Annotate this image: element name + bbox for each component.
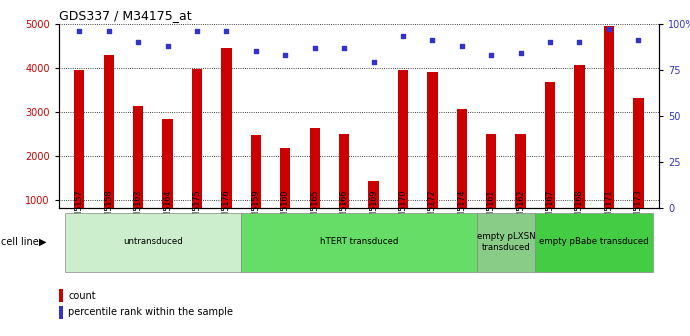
Text: GSM5170: GSM5170 (398, 189, 407, 227)
Text: GSM5164: GSM5164 (163, 189, 172, 227)
Point (162, 43, 173, 48)
Point (279, 52, 290, 58)
Text: GSM5157: GSM5157 (75, 189, 83, 227)
Text: GDS337 / M34175_at: GDS337 / M34175_at (59, 9, 191, 23)
Point (397, 34, 408, 39)
Point (574, 39, 585, 45)
FancyBboxPatch shape (477, 213, 535, 272)
Bar (310, 128, 319, 244)
Bar (133, 106, 144, 244)
Text: GSM5160: GSM5160 (281, 189, 290, 227)
Bar (280, 149, 290, 244)
Point (104, 28, 115, 34)
Text: GSM5168: GSM5168 (575, 189, 584, 227)
Text: hTERT transduced: hTERT transduced (319, 238, 398, 246)
Point (132, 39, 144, 45)
Text: GSM5167: GSM5167 (546, 189, 555, 227)
Text: count: count (68, 291, 96, 301)
Text: empty pLXSN
transduced: empty pLXSN transduced (477, 232, 535, 252)
Bar (339, 134, 349, 244)
FancyBboxPatch shape (241, 213, 477, 272)
Point (427, 38, 438, 43)
Text: GSM5176: GSM5176 (222, 189, 231, 227)
Text: GSM5166: GSM5166 (339, 189, 348, 227)
Text: GSM5165: GSM5165 (310, 189, 319, 227)
Bar (104, 55, 114, 244)
Text: GSM5161: GSM5161 (486, 189, 495, 227)
Bar (162, 119, 172, 244)
FancyBboxPatch shape (535, 213, 653, 272)
Text: untransduced: untransduced (123, 238, 183, 246)
Point (339, 45, 350, 50)
Text: cell line: cell line (1, 237, 39, 247)
Bar (192, 69, 202, 244)
Point (368, 60, 379, 65)
Text: percentile rank within the sample: percentile rank within the sample (68, 307, 233, 318)
Bar (250, 135, 261, 244)
Bar (457, 109, 467, 244)
Point (191, 28, 202, 34)
Bar (398, 70, 408, 244)
Bar (545, 82, 555, 244)
Text: GSM5158: GSM5158 (104, 189, 113, 227)
FancyBboxPatch shape (65, 213, 241, 272)
Text: empty pBabe transduced: empty pBabe transduced (540, 238, 649, 246)
Text: GSM5173: GSM5173 (634, 189, 643, 227)
Bar (368, 181, 379, 244)
Bar (574, 65, 584, 244)
Text: GSM5162: GSM5162 (516, 189, 525, 227)
Bar (427, 72, 437, 244)
Point (544, 39, 555, 45)
Text: GSM5163: GSM5163 (134, 189, 143, 227)
Text: GSM5171: GSM5171 (604, 189, 613, 227)
Bar (604, 26, 614, 244)
Text: ▶: ▶ (39, 237, 47, 247)
Text: GSM5159: GSM5159 (251, 189, 260, 227)
Bar (221, 48, 232, 244)
Text: GSM5175: GSM5175 (193, 189, 201, 227)
Point (603, 26, 615, 32)
Point (250, 49, 262, 54)
Bar (74, 70, 84, 244)
Point (221, 28, 232, 34)
Point (74, 28, 85, 34)
Bar (486, 133, 496, 244)
Point (309, 45, 320, 50)
Bar (633, 98, 644, 244)
Text: GSM5174: GSM5174 (457, 189, 466, 227)
Point (633, 38, 644, 43)
Point (486, 52, 497, 58)
Text: GSM5169: GSM5169 (369, 189, 378, 227)
Point (456, 43, 467, 48)
Point (515, 50, 526, 56)
Bar (515, 134, 526, 244)
Text: GSM5172: GSM5172 (428, 189, 437, 227)
